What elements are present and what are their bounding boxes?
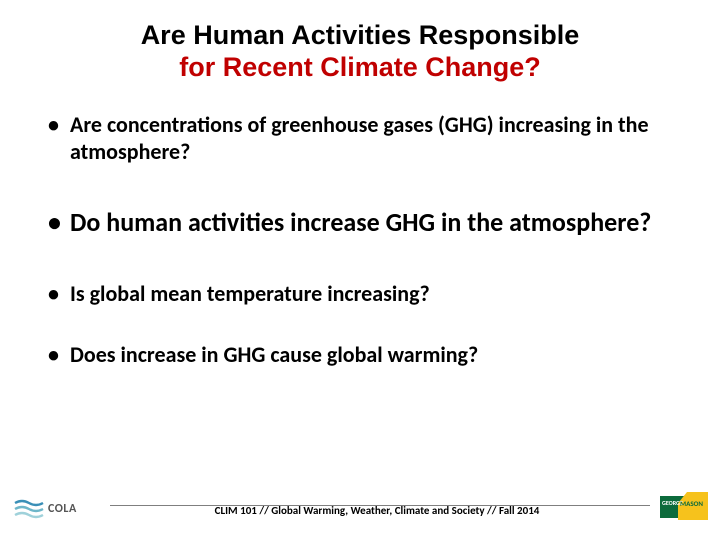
footer-text: CLIM 101 // Global Warming, Weather, Cli… <box>215 504 540 517</box>
bullet-text: Is global mean temperature increasing? <box>70 280 430 307</box>
bullet-text: Are concentrations of greenhouse gases (… <box>70 111 649 165</box>
slide-title: Are Human Activities Responsible for Rec… <box>40 20 680 84</box>
title-line-2: for Recent Climate Change? <box>179 52 541 82</box>
bullet-list: Are concentrations of greenhouse gases (… <box>40 112 680 369</box>
bullet-text: Do human activities increase GHG in the … <box>70 206 651 238</box>
slide: Are Human Activities Responsible for Rec… <box>0 0 720 540</box>
title-line-1: Are Human Activities Responsible <box>141 20 580 50</box>
bullet-item: Does increase in GHG cause global warmin… <box>46 342 680 369</box>
bullet-item: Do human activities increase GHG in the … <box>46 207 680 239</box>
slide-footer: COLA CLIM 101 // Global Warming, Weather… <box>0 492 720 526</box>
cola-logo-text: COLA <box>48 502 77 516</box>
bullet-item: Is global mean temperature increasing? <box>46 281 680 308</box>
cola-waves-icon <box>14 497 44 521</box>
cola-logo: COLA <box>14 494 100 524</box>
bullet-text: Does increase in GHG cause global warmin… <box>70 341 478 368</box>
mason-logo: GEORGE MASON <box>654 492 710 526</box>
footer-text-wrap: CLIM 101 // Global Warming, Weather, Cli… <box>100 500 654 519</box>
bullet-item: Are concentrations of greenhouse gases (… <box>46 112 680 166</box>
mason-logo-icon: GEORGE MASON <box>660 492 710 522</box>
